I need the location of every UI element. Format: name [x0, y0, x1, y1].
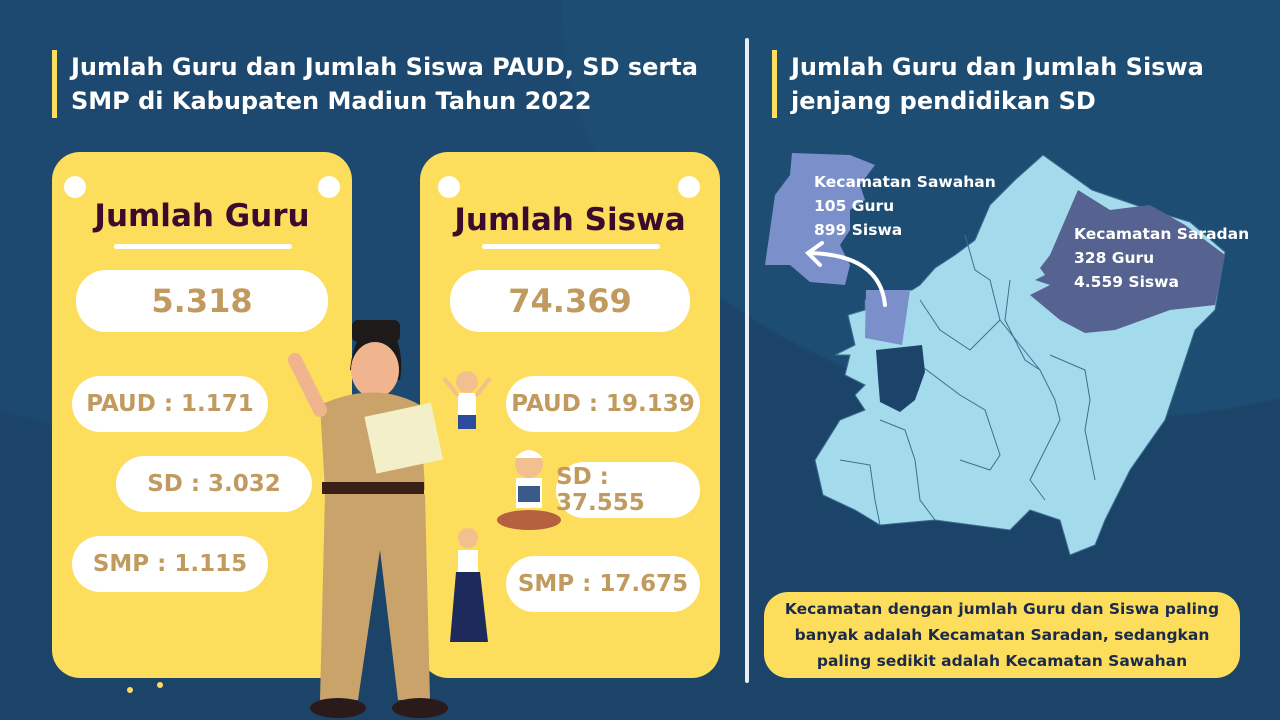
- guru-card: Jumlah Guru 5.318 PAUD : 1.171 SD : 3.03…: [52, 152, 352, 678]
- student-reading-icon: [497, 450, 561, 530]
- right-title: Jumlah Guru dan Jumlah Siswa jenjang pen…: [772, 50, 1232, 118]
- teacher-illustration: [288, 320, 448, 718]
- saradan-label: Kecamatan Saradan 328 Guru 4.559 Siswa: [1074, 222, 1249, 294]
- siswa-title: Jumlah Siswa: [454, 202, 686, 238]
- divider: [745, 38, 749, 683]
- card-hole: [678, 176, 700, 198]
- guru-total: 5.318: [76, 270, 328, 332]
- siswa-smp: SMP : 17.675: [506, 556, 700, 612]
- siswa-sd: SD : 37.555: [556, 462, 700, 518]
- left-title: Jumlah Guru dan Jumlah Siswa PAUD, SD se…: [52, 50, 712, 118]
- sawahan-siswa: 899 Siswa: [814, 221, 903, 239]
- guru-title: Jumlah Guru: [94, 198, 310, 234]
- sawahan-guru: 105 Guru: [814, 197, 895, 215]
- sawahan-label: Kecamatan Sawahan 105 Guru 899 Siswa: [814, 170, 996, 242]
- guru-paud: PAUD : 1.171: [72, 376, 268, 432]
- saradan-name: Kecamatan Saradan: [1074, 225, 1250, 243]
- arrow-icon: [804, 241, 887, 307]
- student-illustrations: [442, 371, 492, 642]
- map-gap: [876, 345, 925, 412]
- siswa-total: 74.369: [450, 270, 690, 332]
- card-hole: [438, 176, 460, 198]
- guru-sd: SD : 3.032: [116, 456, 312, 512]
- card-hole: [318, 176, 340, 198]
- map-region-sawahan-origin: [865, 290, 910, 345]
- student-girl-icon: [450, 528, 488, 642]
- sawahan-name: Kecamatan Sawahan: [814, 173, 996, 191]
- underline: [482, 244, 660, 249]
- map-region-saradan: [1030, 190, 1225, 333]
- conclusion-note: Kecamatan dengan jumlah Guru dan Siswa p…: [764, 592, 1240, 678]
- map-region-sawahan: [765, 153, 875, 285]
- card-hole: [64, 176, 86, 198]
- siswa-paud: PAUD : 19.139: [506, 376, 700, 432]
- underline: [114, 244, 292, 249]
- saradan-siswa: 4.559 Siswa: [1074, 273, 1179, 291]
- guru-smp: SMP : 1.115: [72, 536, 268, 592]
- student-boy-icon: [442, 371, 492, 429]
- saradan-guru: 328 Guru: [1074, 249, 1155, 267]
